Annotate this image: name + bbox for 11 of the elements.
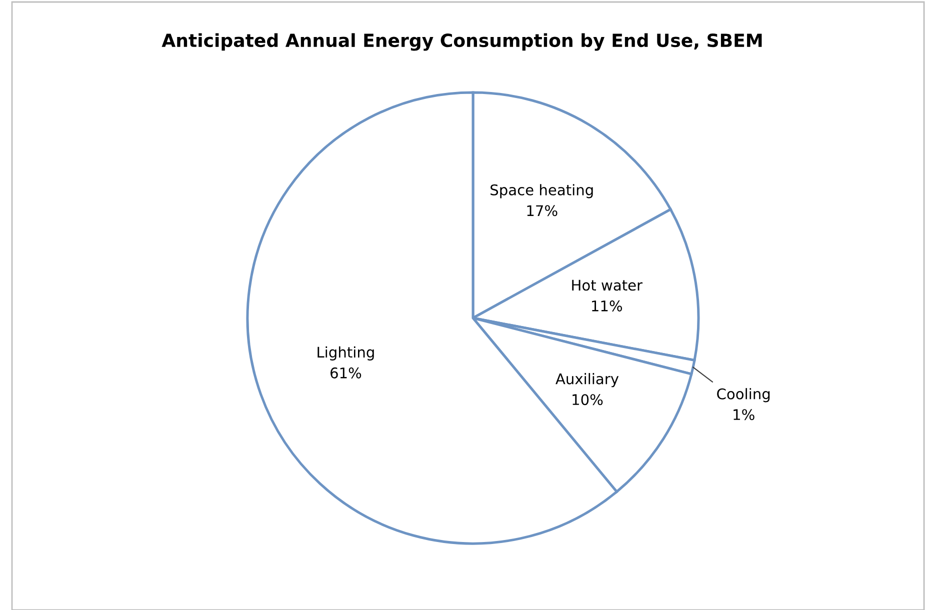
- data-label: 11%: [592, 300, 622, 312]
- slice-label: Hot water: [572, 280, 643, 291]
- slice-label: Space heating: [490, 184, 593, 198]
- data-label: 10%: [572, 394, 603, 406]
- data-label: 17%: [527, 205, 558, 216]
- slice-label: Cooling: [717, 388, 770, 402]
- slice-label: Lighting: [318, 346, 374, 361]
- slice-label: Auxiliary: [556, 373, 619, 388]
- data-label: 1%: [734, 409, 754, 420]
- data-label: 61%: [330, 367, 362, 378]
- chart-title: Anticipated Annual Energy Consumption by End Use, SBEM: [162, 33, 762, 51]
